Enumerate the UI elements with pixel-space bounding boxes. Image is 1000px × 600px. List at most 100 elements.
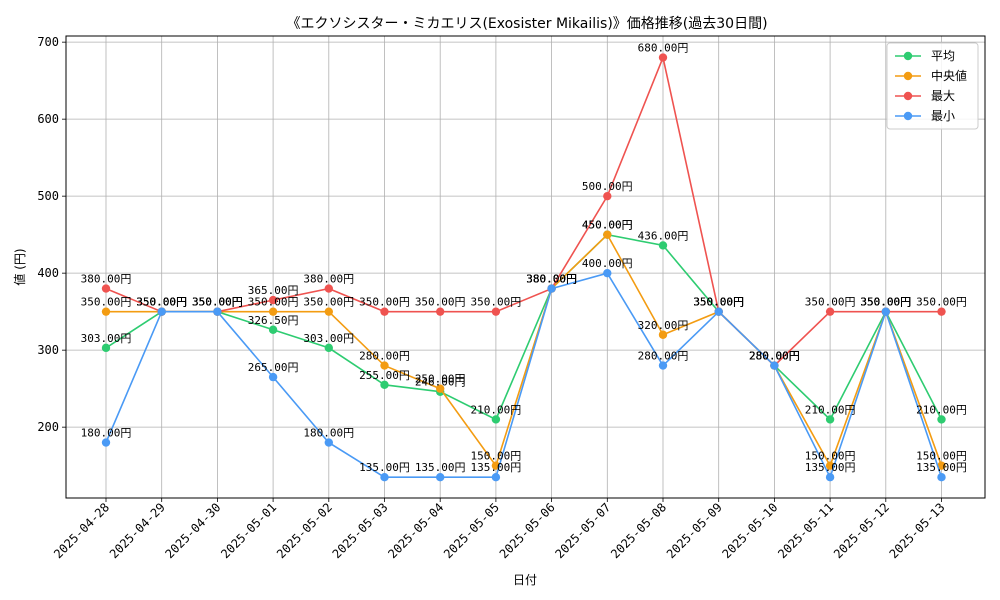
x-tick-label: 2025-05-11 — [775, 500, 836, 561]
data-point — [603, 230, 612, 239]
data-label: 400.00円 — [582, 257, 633, 270]
data-label: 280.00円 — [359, 350, 410, 363]
data-label: 680.00円 — [638, 42, 689, 55]
data-label: 450.00円 — [582, 219, 633, 232]
data-label: 350.00円 — [136, 296, 187, 309]
data-point — [380, 361, 389, 370]
data-point — [547, 284, 556, 293]
data-point — [825, 461, 835, 470]
legend-marker — [903, 71, 913, 81]
legend-item: 平均 — [895, 49, 955, 63]
data-label: 250.00円 — [415, 373, 466, 386]
data-point — [937, 461, 946, 470]
x-tick-label: 2025-05-13 — [887, 500, 948, 561]
data-label: 350.00円 — [192, 296, 243, 309]
data-label: 380.00円 — [526, 273, 577, 286]
data-label: 280.00円 — [749, 350, 800, 363]
plot-frame — [65, 35, 986, 499]
data-point — [380, 473, 389, 482]
data-point — [324, 307, 333, 316]
data-label: 350.00円 — [860, 296, 911, 309]
legend-marker — [903, 111, 913, 121]
data-label: 350.00円 — [693, 296, 744, 309]
data-label: 150.00円 — [471, 450, 522, 463]
data-label: 380.00円 — [81, 273, 132, 286]
data-label: 350.00円 — [136, 296, 187, 309]
data-label: 350.00円 — [471, 296, 522, 309]
x-tick-label: 2025-04-30 — [163, 500, 224, 561]
y-axis-title: 値 (円) — [12, 248, 27, 285]
data-label: 135.00円 — [415, 461, 466, 474]
legend-label: 平均 — [931, 49, 955, 63]
y-tick-label: 300 — [37, 343, 59, 357]
x-tick-label: 2025-05-09 — [664, 500, 725, 561]
series-layer — [101, 53, 946, 482]
legend-label: 最小 — [931, 109, 955, 123]
data-point — [937, 473, 946, 482]
data-label: 180.00円 — [303, 427, 354, 440]
data-point — [881, 307, 890, 316]
data-label: 350.00円 — [916, 296, 967, 309]
data-label: 436.00円 — [638, 229, 689, 242]
data-label: 380.00円 — [526, 273, 577, 286]
data-point — [658, 53, 668, 62]
series-line — [105, 272, 943, 480]
data-label: 350.00円 — [248, 296, 299, 309]
x-tick-label: 2025-05-07 — [552, 500, 613, 561]
data-label: 350.00円 — [303, 296, 354, 309]
legend-marker — [903, 91, 913, 101]
y-tick-label: 500 — [37, 189, 59, 203]
x-tick-label: 2025-05-01 — [218, 500, 279, 561]
data-point — [770, 361, 779, 370]
data-label: 210.00円 — [471, 403, 522, 416]
data-point — [268, 372, 278, 382]
data-label: 326.50円 — [248, 314, 299, 327]
data-label: 150.00円 — [805, 450, 856, 463]
data-point — [268, 295, 278, 305]
data-label: 350.00円 — [693, 296, 744, 309]
data-label: 350.00円 — [136, 296, 187, 309]
legend-marker — [903, 51, 913, 61]
data-point — [101, 343, 111, 353]
data-label: 303.00円 — [81, 332, 132, 345]
data-label: 350.00円 — [693, 296, 744, 309]
data-label: 350.00円 — [136, 296, 187, 309]
data-label: 210.00円 — [916, 403, 967, 416]
x-tick-label: 2025-05-04 — [385, 500, 446, 561]
data-point — [101, 307, 111, 316]
series-line — [105, 54, 942, 367]
data-labels: 303.00円 350.00円 350.00円 326.50円 303.00円 255.0… — [81, 42, 967, 475]
data-label: 255.00円 — [359, 369, 410, 382]
data-label: 150.00円 — [916, 450, 967, 463]
legend-label: 最大 — [931, 89, 955, 103]
data-point — [603, 268, 612, 278]
y-tick-label: 600 — [37, 112, 59, 126]
y-tick-label: 700 — [37, 35, 59, 49]
data-label: 350.00円 — [805, 296, 856, 309]
data-label: 265.00円 — [248, 361, 299, 374]
x-tick-label: 2025-05-03 — [330, 500, 391, 561]
data-point — [491, 473, 501, 482]
data-label: 350.00円 — [192, 296, 243, 309]
data-label: 303.00円 — [303, 332, 354, 345]
data-point — [436, 307, 445, 316]
data-label: 210.00円 — [805, 403, 856, 416]
data-label: 380.00円 — [526, 273, 577, 286]
x-tick-label: 2025-05-05 — [441, 500, 502, 561]
data-point — [491, 307, 501, 316]
series-3 — [101, 268, 946, 482]
data-point — [101, 284, 111, 293]
data-label: 380.00円 — [303, 273, 354, 286]
legend-box — [886, 42, 979, 130]
data-point — [603, 191, 612, 201]
x-tick-label: 2025-05-10 — [720, 500, 781, 561]
data-label: 350.00円 — [415, 296, 466, 309]
x-tick-label: 2025-04-28 — [51, 500, 112, 561]
data-label: 350.00円 — [192, 296, 243, 309]
data-point — [658, 361, 668, 370]
data-point — [937, 307, 946, 316]
data-label: 135.00円 — [471, 461, 522, 474]
